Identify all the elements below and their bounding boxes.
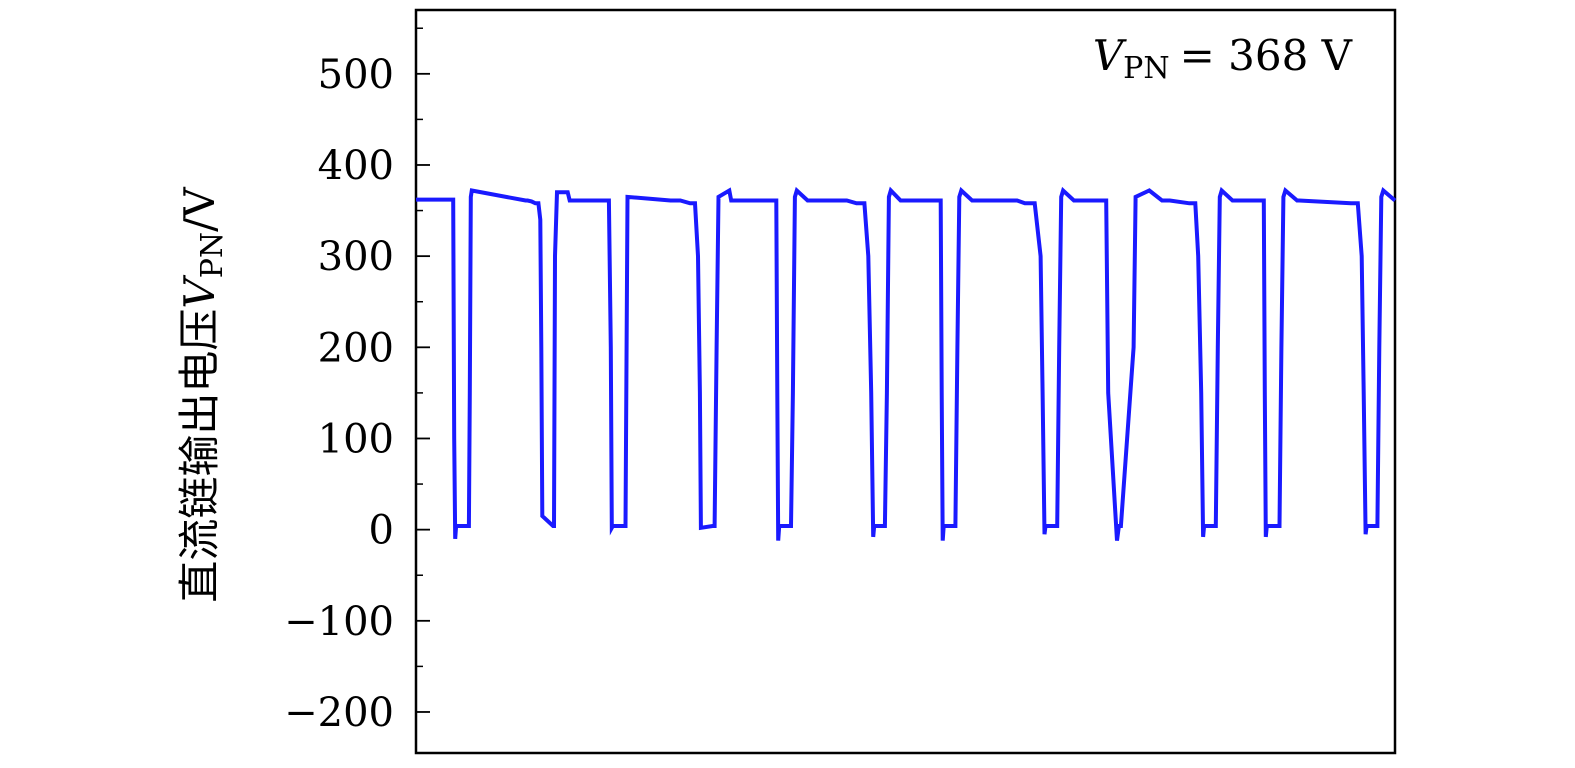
y-tick-label: −100 [284,599,394,645]
y-tick-label: 500 [318,52,394,98]
major-ticks [416,72,430,713]
y-axis-label: 直流链输出电压VPN/V [175,187,230,603]
annotation-rest: = 368 V [1180,31,1353,80]
vpn-annotation: VPN = 368 V [1093,31,1353,86]
y-tick-label: 300 [318,234,394,280]
annotation-var: V [1093,31,1127,80]
y-tick-labels: 500 400 300 200 100 0 −100 −200 [284,52,394,736]
y-tick-label: 100 [318,416,394,462]
minor-ticks [416,27,423,668]
annotation-sub: PN [1123,51,1169,86]
y-axis-label-unit: /V [175,187,224,232]
series-layer [416,186,1397,541]
y-tick-label: 200 [318,325,394,371]
y-tick-label: −200 [284,690,394,736]
series-line [416,186,1397,541]
y-tick-label: 0 [369,508,394,554]
plot-frame [414,8,1397,755]
y-tick-label: 400 [318,143,394,189]
y-axis-label-var: V [175,275,224,309]
y-axis-label-text: 直流链输出电压 [175,309,224,603]
y-axis-label-sub: PN [195,232,230,278]
